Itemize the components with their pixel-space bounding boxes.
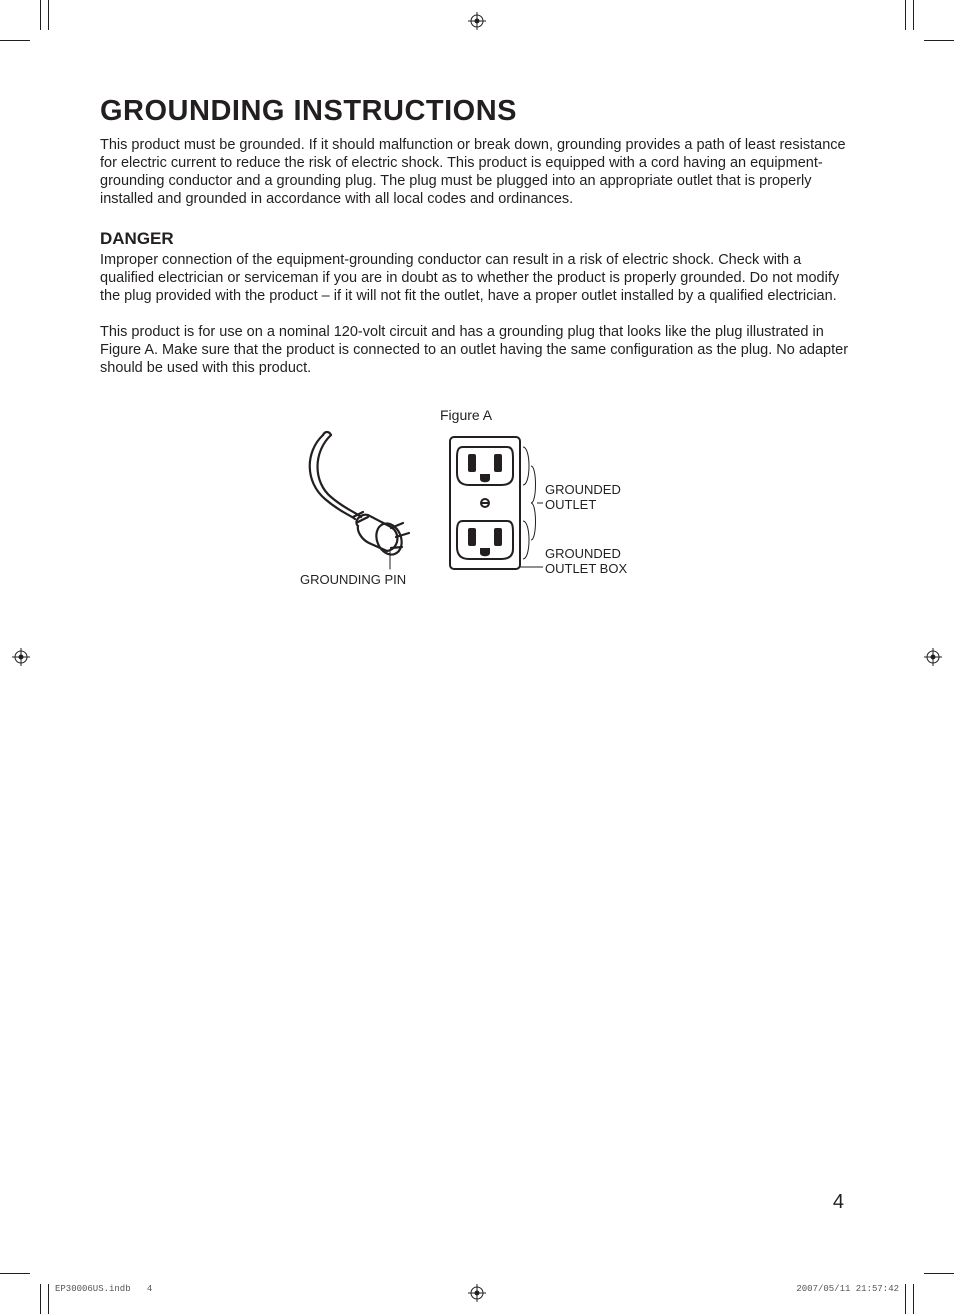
crop-mark — [48, 1284, 49, 1314]
danger-heading: DANGER — [100, 229, 854, 249]
grounded-outlet-label: GROUNDED OUTLET — [545, 483, 621, 513]
figure-a: Figure A — [100, 407, 854, 627]
footer-file-info: EP30006US.indb 4 — [55, 1284, 152, 1294]
registration-mark-icon — [468, 1284, 486, 1302]
crop-mark — [905, 0, 906, 30]
registration-mark-icon — [924, 648, 942, 666]
footer-timestamp: 2007/05/11 21:57:42 — [796, 1284, 899, 1294]
intro-paragraph: This product must be grounded. If it sho… — [100, 136, 854, 209]
crop-mark — [40, 1284, 41, 1314]
page-title: GROUNDING INSTRUCTIONS — [100, 95, 854, 128]
danger-paragraph: Improper connection of the equipment-gro… — [100, 251, 854, 305]
crop-mark — [905, 1284, 906, 1314]
page-content: GROUNDING INSTRUCTIONS This product must… — [100, 95, 854, 627]
plug-illustration-icon — [295, 427, 425, 582]
grounding-pin-label: GROUNDING PIN — [300, 572, 406, 587]
label-line: GROUNDED — [545, 482, 621, 497]
crop-mark — [0, 1273, 30, 1274]
registration-mark-icon — [12, 648, 30, 666]
figure-label: Figure A — [440, 407, 492, 423]
label-line: OUTLET — [545, 497, 596, 512]
crop-mark — [48, 0, 49, 30]
page-number: 4 — [833, 1191, 844, 1214]
crop-mark — [40, 0, 41, 30]
crop-mark — [924, 40, 954, 41]
registration-mark-icon — [468, 12, 486, 30]
crop-mark — [913, 1284, 914, 1314]
label-line: GROUNDED — [545, 546, 621, 561]
crop-mark — [913, 0, 914, 30]
footer-filename: EP30006US.indb — [55, 1284, 131, 1294]
footer-page: 4 — [147, 1284, 152, 1294]
usage-paragraph: This product is for use on a nominal 120… — [100, 323, 854, 377]
crop-mark — [0, 40, 30, 41]
crop-mark — [924, 1273, 954, 1274]
grounded-outlet-box-label: GROUNDED OUTLET BOX — [545, 547, 627, 577]
label-line: OUTLET BOX — [545, 561, 627, 576]
